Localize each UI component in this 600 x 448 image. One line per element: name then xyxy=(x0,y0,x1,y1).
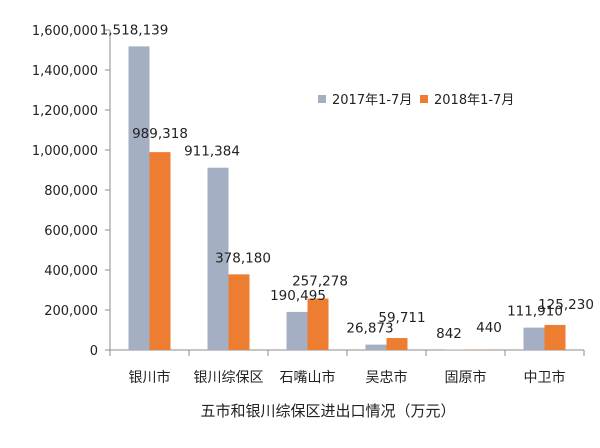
data-label: 842 xyxy=(436,326,462,342)
legend-swatch xyxy=(318,95,326,103)
bars xyxy=(129,46,566,350)
y-tick-label: 400,000 xyxy=(44,264,98,279)
data-label: 440 xyxy=(476,320,502,336)
data-label: 989,318 xyxy=(132,126,188,142)
y-tick-label: 1,200,000 xyxy=(32,104,98,119)
x-axis: 银川市 银川综保区石嘴山市 吴忠市 固原市 中卫市 xyxy=(110,350,584,386)
y-axis: 0 200,000 400,000 600,000 800,000 1,000,000 1,… xyxy=(32,24,110,359)
y-tick-label: 0 xyxy=(90,344,98,359)
x-tick-label: 固原市 xyxy=(445,369,487,386)
legend-label: 2017年1-7月 xyxy=(332,93,412,108)
y-tick-label: 200,000 xyxy=(44,304,98,319)
chart-title: 五市和银川综保区进出口情况（万元） xyxy=(200,402,455,420)
x-tick-label: 中卫市 xyxy=(524,369,566,386)
bar-2018-3 xyxy=(387,338,408,350)
bar-2018-1 xyxy=(229,274,250,350)
bar-2018-2 xyxy=(308,299,329,350)
bar-2018-0 xyxy=(150,152,171,350)
data-label: 1,518,139 xyxy=(100,22,169,38)
bar-2017-0 xyxy=(129,46,150,350)
bar-2017-5 xyxy=(524,328,545,350)
x-tick-label: 银川综保区 xyxy=(194,370,264,386)
data-label: 125,230 xyxy=(538,297,594,313)
bar-2017-3 xyxy=(366,345,387,350)
data-label: 190,495 xyxy=(270,288,326,304)
legend-label: 2018年1-7月 xyxy=(434,93,514,108)
y-tick-label: 600,000 xyxy=(44,224,98,239)
x-tick-label: 银川市 xyxy=(129,369,171,386)
legend-swatch xyxy=(420,95,428,103)
y-tick-label: 800,000 xyxy=(44,184,98,199)
bar-2017-2 xyxy=(287,312,308,350)
bar-2018-5 xyxy=(545,325,566,350)
x-tick-label: 吴忠市 xyxy=(366,369,408,386)
data-label: 257,278 xyxy=(292,274,348,290)
data-label: 911,384 xyxy=(184,144,240,160)
data-label: 378,180 xyxy=(215,250,271,266)
x-tick-label: 石嘴山市 xyxy=(280,369,336,386)
y-tick-label: 1,600,000 xyxy=(32,24,98,39)
data-label: 59,711 xyxy=(378,310,425,326)
y-tick-label: 1,400,000 xyxy=(32,64,98,79)
y-tick-label: 1,000,000 xyxy=(32,144,98,159)
legend: 2017年1-7月 2018年1-7月 xyxy=(318,93,514,108)
